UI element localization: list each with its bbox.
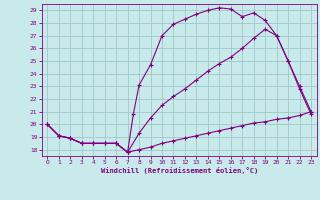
X-axis label: Windchill (Refroidissement éolien,°C): Windchill (Refroidissement éolien,°C) — [100, 167, 258, 174]
